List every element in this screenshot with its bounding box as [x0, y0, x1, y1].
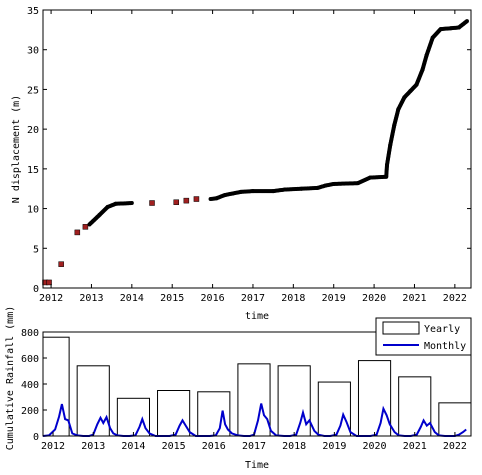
rainfall-x-tick-label-10: 2022 [443, 441, 467, 452]
rainfall-x-tick-label-3: 2015 [162, 441, 186, 452]
displacement-point-0-1 [46, 279, 52, 286]
rainfall-y-tick-label-0: 0 [33, 432, 39, 443]
rainfall-x-tick-label-9: 2021 [403, 441, 427, 452]
displacement-x-tick-label-3: 2015 [160, 293, 184, 304]
displacement-x-tick-label-8: 2020 [362, 293, 386, 304]
displacement-y-tick-label-4: 20 [27, 125, 39, 136]
displacement-x-tick-label-0: 2012 [39, 293, 63, 304]
rainfall-y-tick-label-2: 400 [21, 380, 39, 391]
displacement-x-axis-label: time [245, 311, 269, 322]
displacement-dot-44 [129, 201, 134, 206]
rainfall-x-tick-label-6: 2018 [282, 441, 306, 452]
displacement-x-tick-label-5: 2017 [241, 293, 265, 304]
displacement-point-0-4 [82, 224, 89, 230]
displacement-y-tick-label-0: 0 [33, 284, 39, 295]
displacement-x-tick-label-6: 2018 [281, 293, 305, 304]
legend-label-monthly: Monthly [424, 341, 466, 352]
rainfall-x-tick-label-7: 2019 [322, 441, 346, 452]
rainfall-monthly-line [42, 403, 467, 437]
rainfall-legend: Yearly Monthly [375, 317, 472, 356]
rainfall-x-tick-label-5: 2017 [242, 441, 266, 452]
displacement-x-tick-label-9: 2021 [402, 293, 426, 304]
displacement-y-tick-label-5: 25 [27, 85, 39, 96]
displacement-axes-frame [42, 9, 472, 289]
legend-box [375, 317, 472, 356]
displacement-point-0-6 [173, 199, 179, 205]
displacement-y-tick-label-7: 35 [27, 6, 39, 17]
rainfall-y-tick-label-4: 800 [21, 328, 39, 339]
rainfall-y-axis-label: Cumulative Rainfall (mm) [5, 306, 16, 451]
rainfall-y-ticks: 0 200 400 600 800 [21, 328, 47, 443]
displacement-marks [42, 19, 469, 286]
displacement-dot-377 [464, 19, 469, 24]
displacement-y-tick-label-1: 5 [33, 244, 39, 255]
legend-label-yearly: Yearly [424, 324, 460, 335]
displacement-point-0-8 [193, 196, 200, 202]
displacement-point-0-7 [183, 197, 190, 204]
rainfall-x-tick-label-1: 2013 [81, 441, 105, 452]
displacement-y-axis-label: N displacement (m) [11, 95, 22, 203]
displacement-x-tick-label-1: 2013 [79, 293, 103, 304]
displacement-point-0-5 [149, 200, 155, 206]
rainfall-x-tick-label-0: 2012 [41, 441, 65, 452]
rainfall-y-tick-label-3: 600 [21, 354, 39, 365]
displacement-x-tick-label-7: 2019 [322, 293, 346, 304]
displacement-y-ticks: 0 5 10 15 20 25 30 35 [27, 6, 471, 295]
rainfall-x-tick-label-8: 2020 [363, 441, 387, 452]
displacement-point-0-2 [58, 261, 64, 267]
displacement-y-tick-label-2: 10 [27, 205, 39, 216]
displacement-chart: 2012 2013 2014 2015 2016 2017 2018 2019 2020 2021… [11, 6, 472, 322]
legend-swatch-yearly [382, 321, 420, 335]
displacement-y-tick-label-6: 30 [27, 46, 39, 57]
displacement-x-tick-label-4: 2016 [201, 293, 225, 304]
rainfall-x-ticks: 2012 2013 2014 2015 2016 2017 2018 2019 2020 2021… [41, 432, 467, 452]
displacement-x-ticks: 2012 2013 2014 2015 2016 2017 2018 2019 2020 2021… [39, 10, 467, 304]
displacement-point-0-3 [74, 229, 81, 236]
rainfall-chart: 2012 2013 2014 2015 2016 2017 2018 2019 2020 2021… [5, 306, 472, 471]
rainfall-x-tick-label-4: 2016 [202, 441, 226, 452]
displacement-x-tick-label-10: 2022 [443, 293, 467, 304]
rainfall-x-axis-label: Time [245, 460, 269, 471]
displacement-y-tick-label-3: 15 [27, 165, 39, 176]
rainfall-y-tick-label-1: 200 [21, 406, 39, 417]
rainfall-x-tick-label-2: 2014 [121, 441, 145, 452]
displacement-x-tick-label-2: 2014 [120, 293, 144, 304]
